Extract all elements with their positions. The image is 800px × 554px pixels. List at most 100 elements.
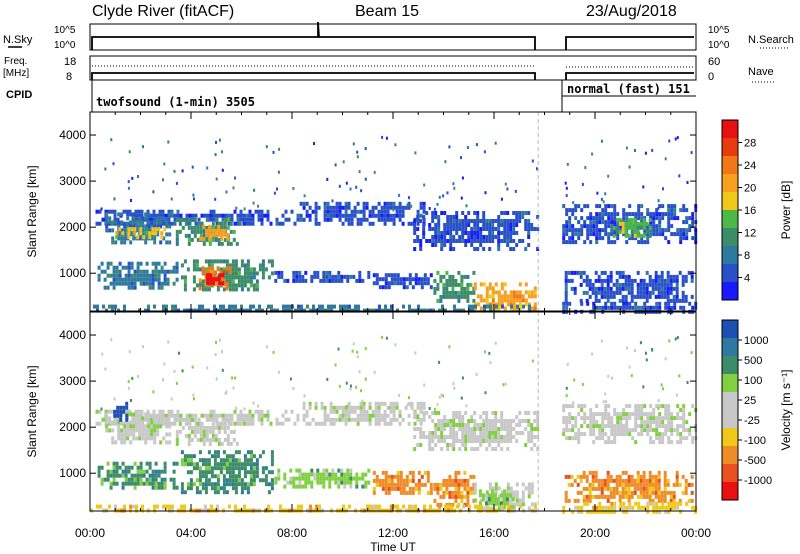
power-cell [353,205,357,210]
vel-cell [231,470,235,475]
vel-cell [243,454,247,459]
vel-cell [266,409,270,414]
power-cell [222,267,226,272]
vel-cell [225,478,229,483]
vel-cell [562,420,566,425]
vel-cell [482,411,486,415]
power-cell [390,277,394,282]
power-cell [645,270,649,275]
power-cell [319,278,323,283]
power-cell [339,304,342,309]
vel-cell [649,412,653,417]
vel-cell [524,486,528,491]
power-cell [390,281,394,286]
power-cell [527,211,531,215]
vel-cell [676,416,680,421]
power-cell [564,278,568,283]
power-cell [491,239,495,243]
power-cell [234,263,238,268]
vel-cell [359,417,363,422]
power-cell [190,225,194,230]
vel-cell [646,432,650,437]
vel-cell [610,501,614,506]
power-cell [125,221,129,226]
power-cell [136,269,140,274]
vel-cell [616,420,620,425]
power-cell [389,205,393,210]
power-cell [140,213,144,218]
vel-cell [99,504,102,509]
vel-cell [233,421,237,426]
vel-cell [368,413,372,418]
power-cell [392,221,396,226]
power-cell [458,235,462,239]
vel-cell [670,428,674,433]
power-sparse-cell [181,169,184,173]
power-cell [295,270,299,275]
power-cell [440,243,444,247]
vel-cell [218,413,222,418]
power-cell [298,270,302,275]
power-cell [196,225,200,230]
vel-sparse-cell [409,404,412,408]
power-cell [377,213,381,218]
vel-cell [343,484,347,489]
power-cell [586,204,590,209]
power-cell [527,302,531,307]
vel-cell [349,484,353,489]
vel-sparse-cell [361,399,364,403]
vel-cell [675,470,679,475]
vel-cell [455,411,459,415]
vel-cell [255,458,259,463]
vel-cell [601,420,605,425]
vel-sparse-cell [193,397,195,401]
power-region [564,270,694,303]
power-cell [132,224,136,229]
power-cell [254,209,258,214]
power-cell [214,217,218,222]
vel-cell [198,482,202,487]
power-cell [113,217,117,222]
vel-sparse-cell [351,349,354,353]
vel-cell [222,486,226,491]
power-colorbar-segment [722,246,738,265]
vel-cell [464,427,468,431]
vel-cell [500,490,504,495]
vel-cell [570,482,574,487]
vel-cell [583,501,587,506]
power-cell [338,213,342,218]
vel-cell [583,432,587,437]
vel-cell [485,447,489,451]
vel-cell [588,498,592,503]
power-cell [229,221,233,226]
vel-cell [372,470,376,475]
power-cell [603,294,607,299]
vel-cell [413,411,417,415]
vel-cell [411,478,415,483]
power-cell [565,228,569,233]
vel-cell [634,416,638,421]
vel-cell [625,404,629,409]
vel-cell [371,413,375,418]
vel-cell [302,401,306,406]
vel-cell [211,421,215,426]
power-cell [392,213,396,218]
vel-cell [657,470,661,475]
power-sparse-cell [215,177,218,181]
power-cell [323,209,327,214]
power-cell [685,220,689,225]
vel-cell [592,428,596,433]
power-cell [308,213,312,218]
power-colorbar-segment [722,192,738,211]
vel-cell [100,477,104,482]
power-cell [153,304,156,309]
vel-cell [533,502,537,507]
vel-cell [295,476,299,481]
vel-cell [649,440,653,445]
vel-cell [476,427,480,431]
power-cell [434,215,438,219]
vel-cell [144,440,148,445]
vel-cell [571,509,575,514]
power-cell [159,224,163,229]
